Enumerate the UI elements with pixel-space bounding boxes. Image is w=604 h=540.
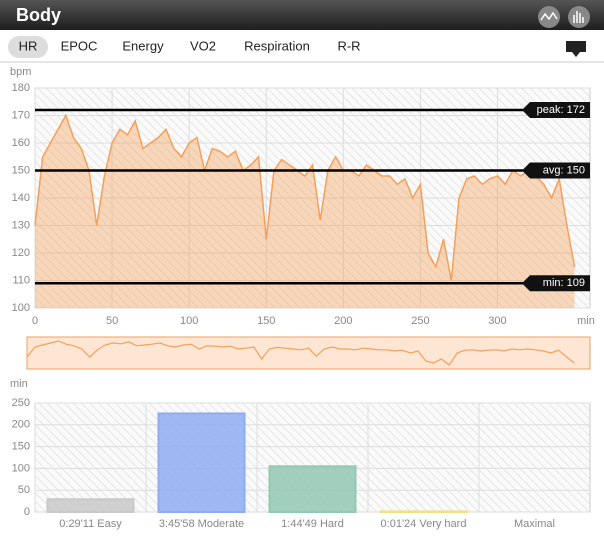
tab[interactable]: VO2 [190, 38, 216, 53]
y-tick-label: 140 [12, 192, 30, 204]
bar [379, 510, 468, 513]
trend-glyph [540, 11, 558, 21]
reference-tag [522, 102, 590, 118]
y-tick-label: 160 [12, 137, 30, 149]
y-tick-label: 110 [12, 274, 30, 286]
y-tick-label: 200 [12, 419, 30, 431]
hr-area [35, 115, 575, 308]
zone-chart: min 0 50 100 150 200 250 0:29'11 Easy 3:45'58 Mo… [10, 378, 591, 530]
x-tick-label: 300 [488, 315, 506, 327]
bar [157, 412, 246, 513]
export-icon[interactable] [566, 41, 586, 52]
x-tick-label: 0 [32, 315, 38, 327]
x-tick-label: 50 [106, 315, 118, 327]
overview-line [26, 340, 575, 366]
y-tick-label: 150 [12, 441, 30, 453]
reference-tag [522, 275, 590, 292]
tab-selected-bg [8, 36, 48, 58]
x-tick-label: 0:29'11 Easy [59, 518, 122, 530]
hr-chart: bpm 100 110 120 130 140 150 160 170 180 0 50 100 150 2… [10, 66, 595, 370]
x-tick-label: 150 [257, 315, 275, 327]
tab[interactable]: R-R [337, 38, 360, 53]
trend-icon[interactable] [538, 6, 560, 28]
tab[interactable]: Energy [122, 38, 164, 53]
y-tick-label: 180 [12, 82, 30, 94]
y-tick-label: 0 [24, 506, 30, 518]
header-title: Body [16, 5, 61, 25]
header-bar [0, 0, 604, 30]
y-tick-label: 100 [12, 462, 30, 474]
x-tick-label: 100 [180, 315, 198, 327]
hr-line [34, 113, 576, 281]
tab[interactable]: HR [19, 38, 38, 53]
y-tick-label: 250 [12, 397, 30, 409]
tab[interactable]: Respiration [244, 38, 310, 53]
x-tick-label: 3:45'58 Moderate [159, 518, 244, 530]
reference-label: min: 109 [543, 277, 585, 289]
reference-label: peak: 172 [537, 104, 585, 116]
export-glyph [572, 52, 580, 57]
y-tick-label: 170 [12, 109, 30, 121]
overview-bg [26, 336, 591, 370]
y-tick-label: 50 [18, 484, 30, 496]
y-axis-label: min [10, 378, 28, 390]
bar [268, 465, 357, 513]
x-tick-label: 1:44'49 Hard [281, 518, 344, 530]
tab[interactable]: EPOC [61, 38, 98, 53]
x-tick-label: 200 [334, 315, 352, 327]
x-tick-label: Maximal [514, 518, 555, 530]
tabs: HR EPOC Energy VO2 Respiration R-R [19, 38, 361, 53]
x-tick-label: 0:01'24 Very hard [381, 518, 467, 530]
reference-label: avg: 150 [543, 164, 585, 176]
bar [46, 498, 135, 513]
y-tick-label: 120 [12, 247, 30, 259]
y-axis-label: bpm [10, 66, 31, 78]
y-tick-label: 150 [12, 164, 30, 176]
y-tick-label: 100 [12, 302, 30, 314]
reference-tag [522, 162, 590, 179]
bars-glyph [573, 11, 584, 23]
bars-icon[interactable] [568, 6, 590, 28]
x-axis-label: min [577, 315, 595, 327]
x-tick-label: 250 [411, 315, 429, 327]
y-tick-label: 130 [12, 219, 30, 231]
